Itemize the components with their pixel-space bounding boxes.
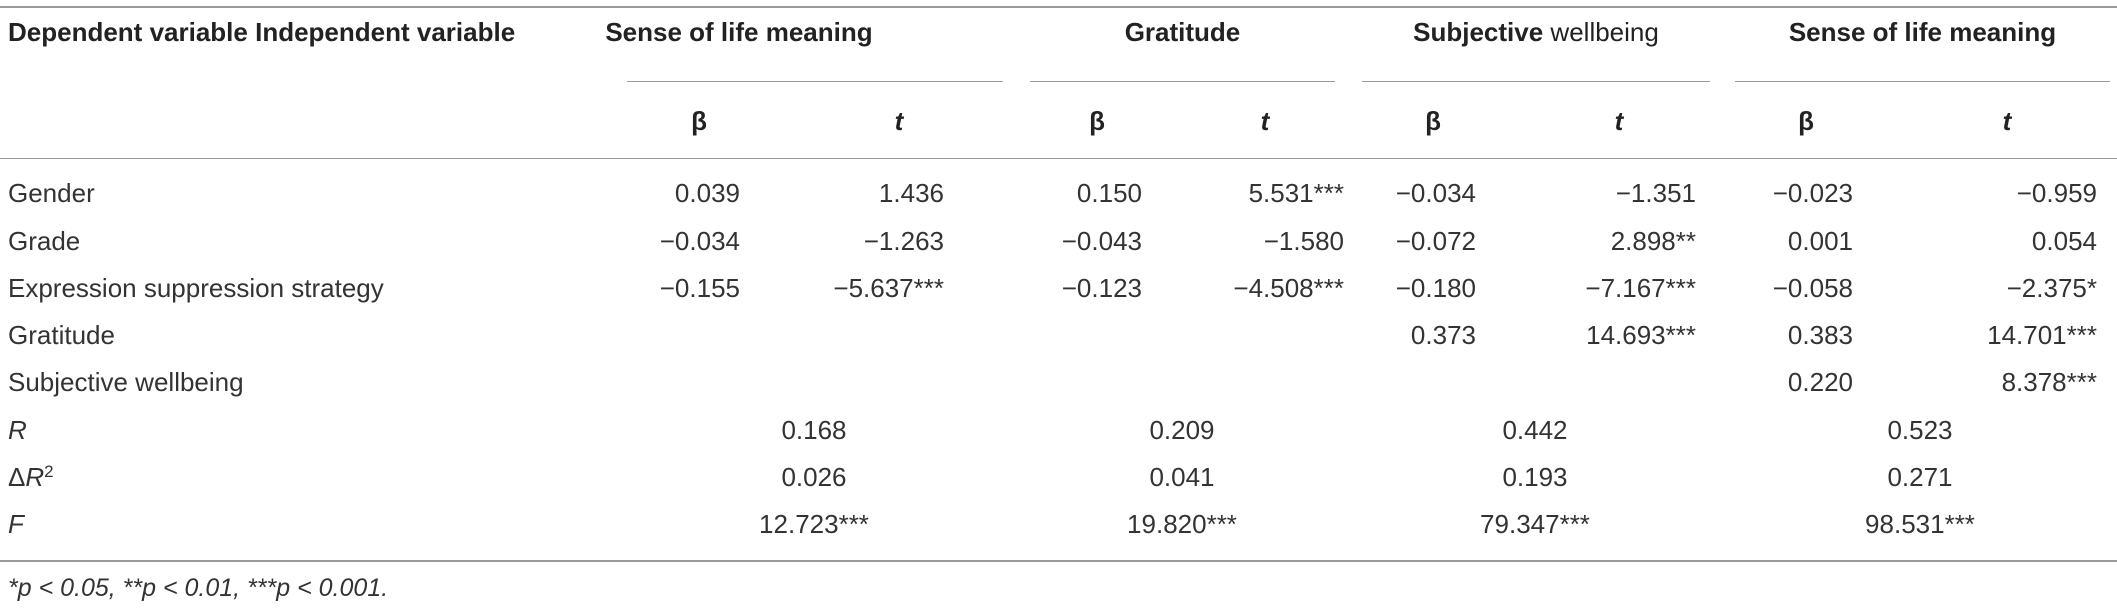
stat-cell: 0.168 xyxy=(781,415,847,445)
stat-cell: 0.442 xyxy=(1502,415,1568,445)
group-header-4: Sense of life meaning xyxy=(1788,17,2057,47)
table-cell: 0.039 xyxy=(674,178,740,208)
t-header-2: t xyxy=(1260,106,1270,136)
table-cell: −0.043 xyxy=(1061,226,1142,256)
beta-header-1: β xyxy=(691,106,707,136)
t-header-3: t xyxy=(1614,106,1624,136)
dependent-variable-label: Dependent variable xyxy=(8,17,248,47)
stat-cell: 19.820*** xyxy=(1127,509,1237,539)
r-label: R xyxy=(8,415,27,445)
group-rule-1 xyxy=(627,81,1003,82)
table-cell: −0.034 xyxy=(659,226,740,256)
row-label: Gender xyxy=(8,178,95,208)
table-cell: 0.001 xyxy=(1787,226,1853,256)
stat-cell: 0.209 xyxy=(1149,415,1215,445)
table-cell: 1.436 xyxy=(878,178,944,208)
stat-cell: 12.723*** xyxy=(759,509,869,539)
footnote: *p < 0.05, **p < 0.01, ***p < 0.001. xyxy=(8,574,389,602)
group-rule-2 xyxy=(1030,81,1335,82)
stat-cell: 0.026 xyxy=(781,462,847,492)
delta-r2-label: ΔR2 xyxy=(8,462,54,492)
table-cell: −1.580 xyxy=(1263,226,1344,256)
table-cell: −0.034 xyxy=(1395,178,1476,208)
group-rule-3 xyxy=(1362,81,1710,82)
table-cell: 0.373 xyxy=(1410,320,1476,350)
table-cell: 8.378*** xyxy=(2001,367,2097,397)
bottom-rule xyxy=(0,560,2117,562)
stat-cell: 0.271 xyxy=(1887,462,1953,492)
group-header-1: Sense of life meaning xyxy=(605,17,873,47)
table-cell: 0.054 xyxy=(2031,226,2097,256)
t-header-4: t xyxy=(2002,106,2012,136)
beta-header-2: β xyxy=(1089,106,1105,136)
table-cell: 14.701*** xyxy=(1987,320,2097,350)
group-header-3: Subjective wellbeing xyxy=(1413,17,1659,47)
row-label: Grade xyxy=(8,226,81,256)
beta-header-4: β xyxy=(1798,106,1814,136)
column-header-variables: Dependent variable Independent variable xyxy=(8,17,515,47)
table-cell: −0.072 xyxy=(1395,226,1476,256)
table-cell: 5.531*** xyxy=(1248,178,1344,208)
group-header-2: Gratitude xyxy=(1124,17,1241,47)
header-rule xyxy=(0,158,2117,159)
table-cell: −1.263 xyxy=(863,226,944,256)
row-label: Gratitude xyxy=(8,320,115,350)
table-cell: −0.023 xyxy=(1772,178,1853,208)
stat-cell: 0.193 xyxy=(1502,462,1568,492)
top-rule xyxy=(0,6,2117,8)
independent-variable-label: Independent variable xyxy=(255,17,516,47)
table-cell: −2.375* xyxy=(2006,273,2097,303)
stat-cell: 0.523 xyxy=(1887,415,1953,445)
table-cell: −7.167*** xyxy=(1585,273,1696,303)
table-cell: −0.155 xyxy=(659,273,740,303)
table-cell: −4.508*** xyxy=(1233,273,1344,303)
row-label: Subjective wellbeing xyxy=(8,367,244,397)
table-cell: −0.123 xyxy=(1061,273,1142,303)
table-cell: 2.898** xyxy=(1610,226,1696,256)
table-cell: −5.637*** xyxy=(833,273,944,303)
table-cell: −0.959 xyxy=(2016,178,2097,208)
group-rule-4 xyxy=(1735,81,2110,82)
table-cell: 0.220 xyxy=(1787,367,1853,397)
row-label: Expression suppression strategy xyxy=(8,273,384,303)
stat-cell: 79.347*** xyxy=(1480,509,1590,539)
beta-header-3: β xyxy=(1425,106,1441,136)
table-cell: 14.693*** xyxy=(1586,320,1696,350)
f-label: F xyxy=(8,509,24,539)
table-cell: −1.351 xyxy=(1615,178,1696,208)
stat-cell: 0.041 xyxy=(1149,462,1215,492)
table-cell: 0.150 xyxy=(1076,178,1142,208)
table-cell: −0.180 xyxy=(1395,273,1476,303)
table-cell: 0.383 xyxy=(1787,320,1853,350)
t-header-1: t xyxy=(894,106,904,136)
stat-cell: 98.531*** xyxy=(1865,509,1975,539)
table-cell: −0.058 xyxy=(1772,273,1853,303)
